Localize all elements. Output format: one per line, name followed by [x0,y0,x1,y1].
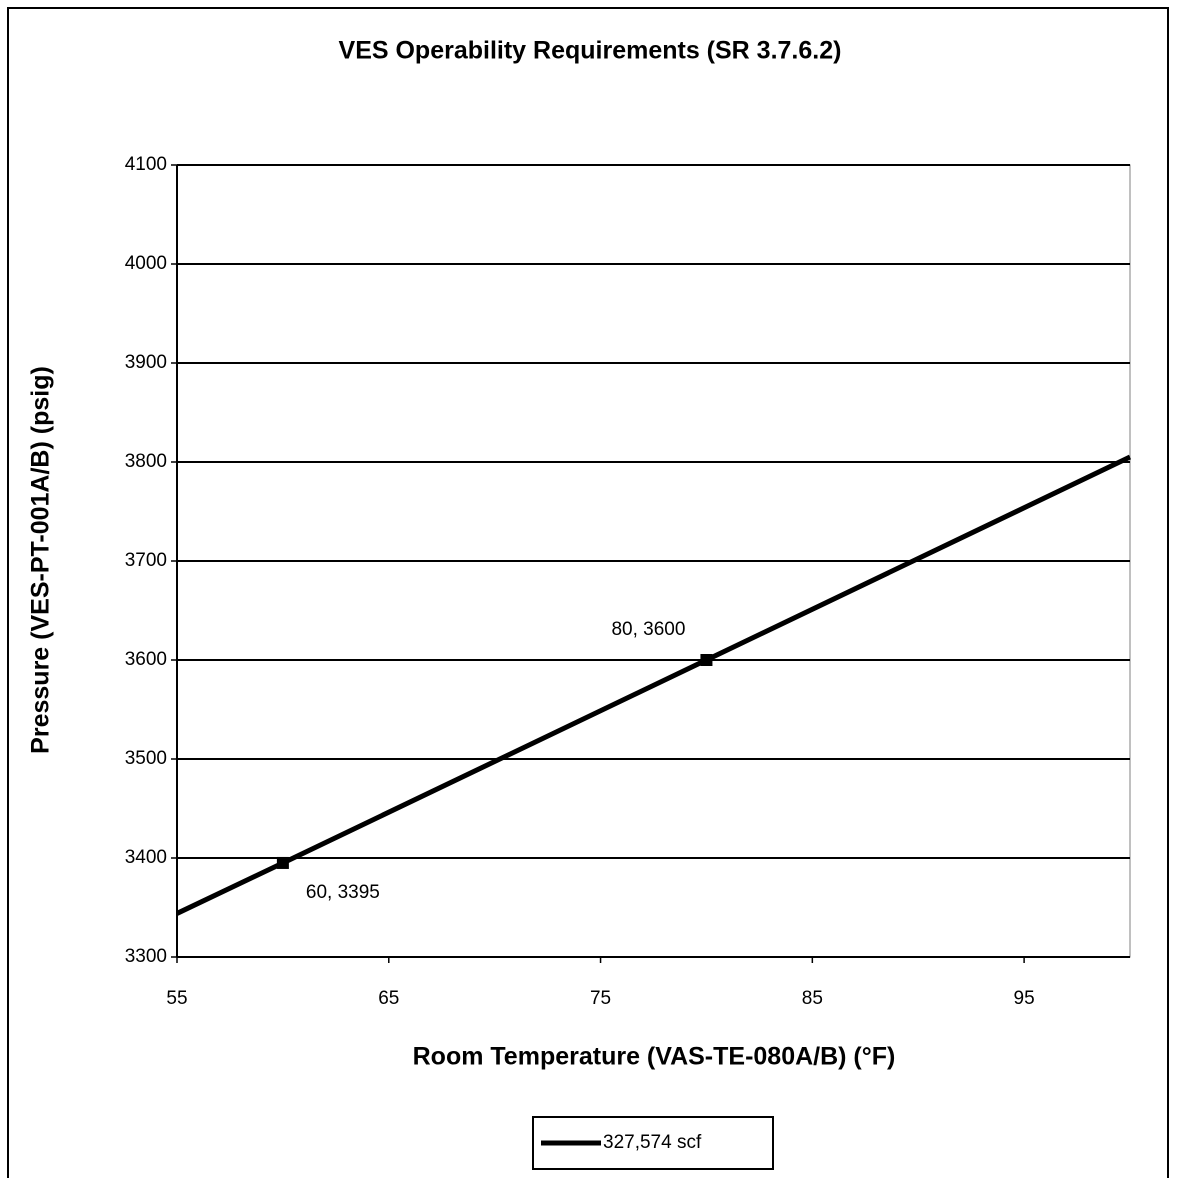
y-tick-label: 3700 [125,550,167,571]
y-tick-label: 3300 [125,946,167,967]
x-axis-title: Room Temperature (VAS-TE-080A/B) (°F) [413,1043,896,1071]
data-label: 80, 3600 [611,619,685,640]
y-tick-label: 3800 [125,451,167,472]
series-line [175,454,1132,916]
y-tick-label: 4000 [125,253,167,274]
chart-frame [7,7,1169,1178]
chart-title: VES Operability Requirements (SR 3.7.6.2… [339,37,842,65]
legend-label: 327,574 scf [603,1132,702,1153]
x-tick-label: 65 [378,988,399,1009]
y-tick-label: 3600 [125,649,167,670]
data-marker [276,856,289,869]
x-tick-label: 75 [590,988,611,1009]
y-tick-label: 4100 [125,154,167,175]
x-tick-label: 85 [802,988,823,1009]
y-axis-title: Pressure (VES-PT-001A/B) (psig) [27,366,55,754]
x-tick-label: 95 [1014,988,1035,1009]
y-tick-label: 3900 [125,352,167,373]
y-tick-label: 3400 [125,847,167,868]
data-label: 60, 3395 [306,882,380,903]
data-marker [700,654,713,666]
y-tick-label: 3500 [125,748,167,769]
x-tick-label: 55 [166,988,187,1009]
